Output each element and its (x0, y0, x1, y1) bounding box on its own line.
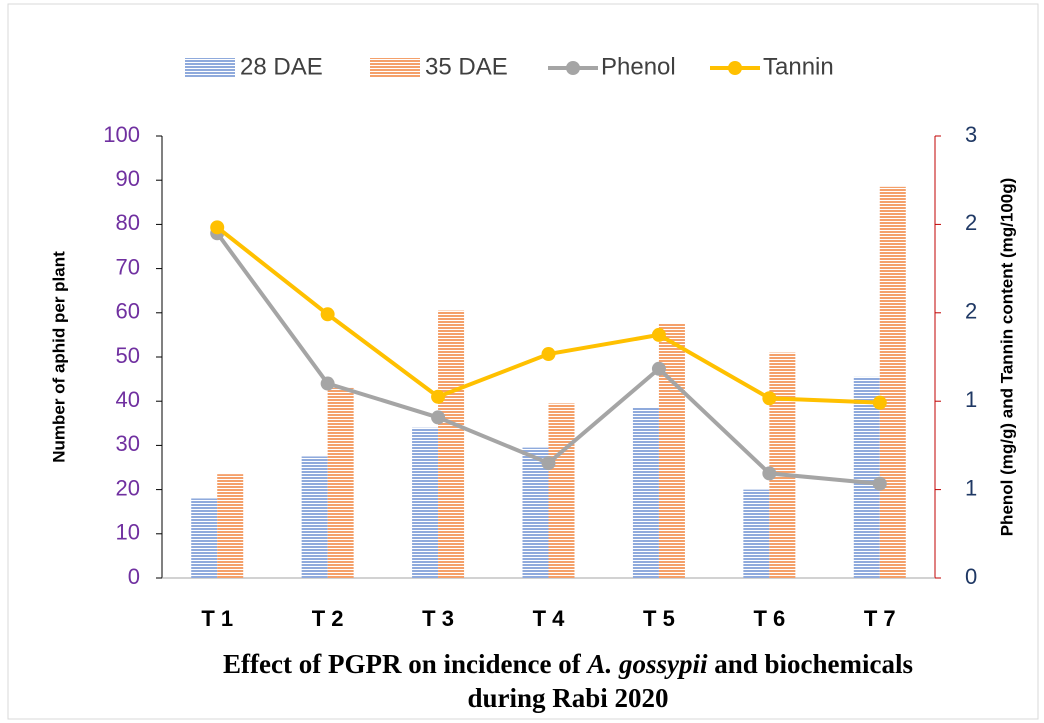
bar (658, 323, 685, 578)
bar (301, 456, 328, 578)
y-tick-label: 30 (116, 431, 140, 456)
y2-tick-label: 3 (965, 122, 977, 147)
x-tick-label: T 6 (753, 606, 785, 631)
title-part: and biochemicals (707, 649, 913, 679)
bar (412, 427, 439, 578)
title-part: during Rabi 2020 (467, 683, 668, 713)
x-tick-label: T 5 (643, 606, 675, 631)
marker (431, 389, 446, 404)
legend-label: Tannin (763, 53, 834, 80)
legend-label: 28 DAE (240, 53, 323, 80)
y-tick-label: 100 (103, 122, 140, 147)
x-tick-label: T 4 (533, 606, 566, 631)
marker (762, 466, 777, 481)
bar (743, 489, 770, 578)
y2-tick-label: 1 (965, 387, 977, 412)
marker (872, 476, 887, 491)
y-tick-label: 0 (128, 564, 140, 589)
title-part: Effect of PGPR on incidence of (223, 649, 587, 679)
legend-swatch (370, 58, 420, 78)
marker (320, 307, 335, 322)
chart-title: Effect of PGPR on incidence of A. gossyp… (223, 649, 913, 679)
marker (651, 327, 666, 342)
bar (522, 447, 549, 578)
y-tick-label: 40 (116, 387, 140, 412)
chart-frame (7, 3, 1039, 720)
marker (872, 395, 887, 410)
chart-title: during Rabi 2020 (467, 683, 668, 713)
legend-swatch (728, 61, 742, 75)
marker (762, 391, 777, 406)
bar (769, 352, 796, 578)
y-tick-label: 90 (116, 166, 140, 191)
y2-tick-label: 2 (965, 299, 977, 324)
bar (438, 310, 465, 578)
legend-swatch (185, 58, 235, 78)
bar (853, 376, 880, 578)
y-tick-label: 10 (116, 520, 140, 545)
bar (191, 498, 218, 578)
y2-tick-label: 0 (965, 564, 977, 589)
x-tick-label: T 7 (864, 606, 896, 631)
bar (879, 186, 906, 578)
x-tick-label: T 1 (201, 606, 233, 631)
marker (541, 456, 556, 471)
legend-swatch (566, 61, 580, 75)
y-tick-label: 50 (116, 343, 140, 368)
marker (651, 361, 666, 376)
marker (541, 347, 556, 362)
x-tick-label: T 3 (422, 606, 454, 631)
y2-tick-label: 1 (965, 475, 977, 500)
y-tick-label: 60 (116, 299, 140, 324)
bar (327, 387, 354, 578)
legend-label: 35 DAE (425, 53, 508, 80)
marker (320, 376, 335, 391)
x-tick-label: T 2 (312, 606, 344, 631)
y2-axis-label: Phenol (mg/g) and Tannin content (mg/100… (997, 178, 1016, 537)
bar (217, 474, 244, 578)
marker (431, 410, 446, 425)
legend-label: Phenol (601, 53, 676, 80)
y2-tick-label: 2 (965, 210, 977, 235)
title-part: A. gossypii (585, 649, 708, 679)
y-tick-label: 80 (116, 210, 140, 235)
bar (548, 403, 575, 578)
y-tick-label: 20 (116, 475, 140, 500)
y-axis-label: Number of aphid per plant (49, 251, 68, 463)
marker (210, 220, 225, 235)
y-tick-label: 70 (116, 254, 140, 279)
bar (632, 407, 659, 578)
